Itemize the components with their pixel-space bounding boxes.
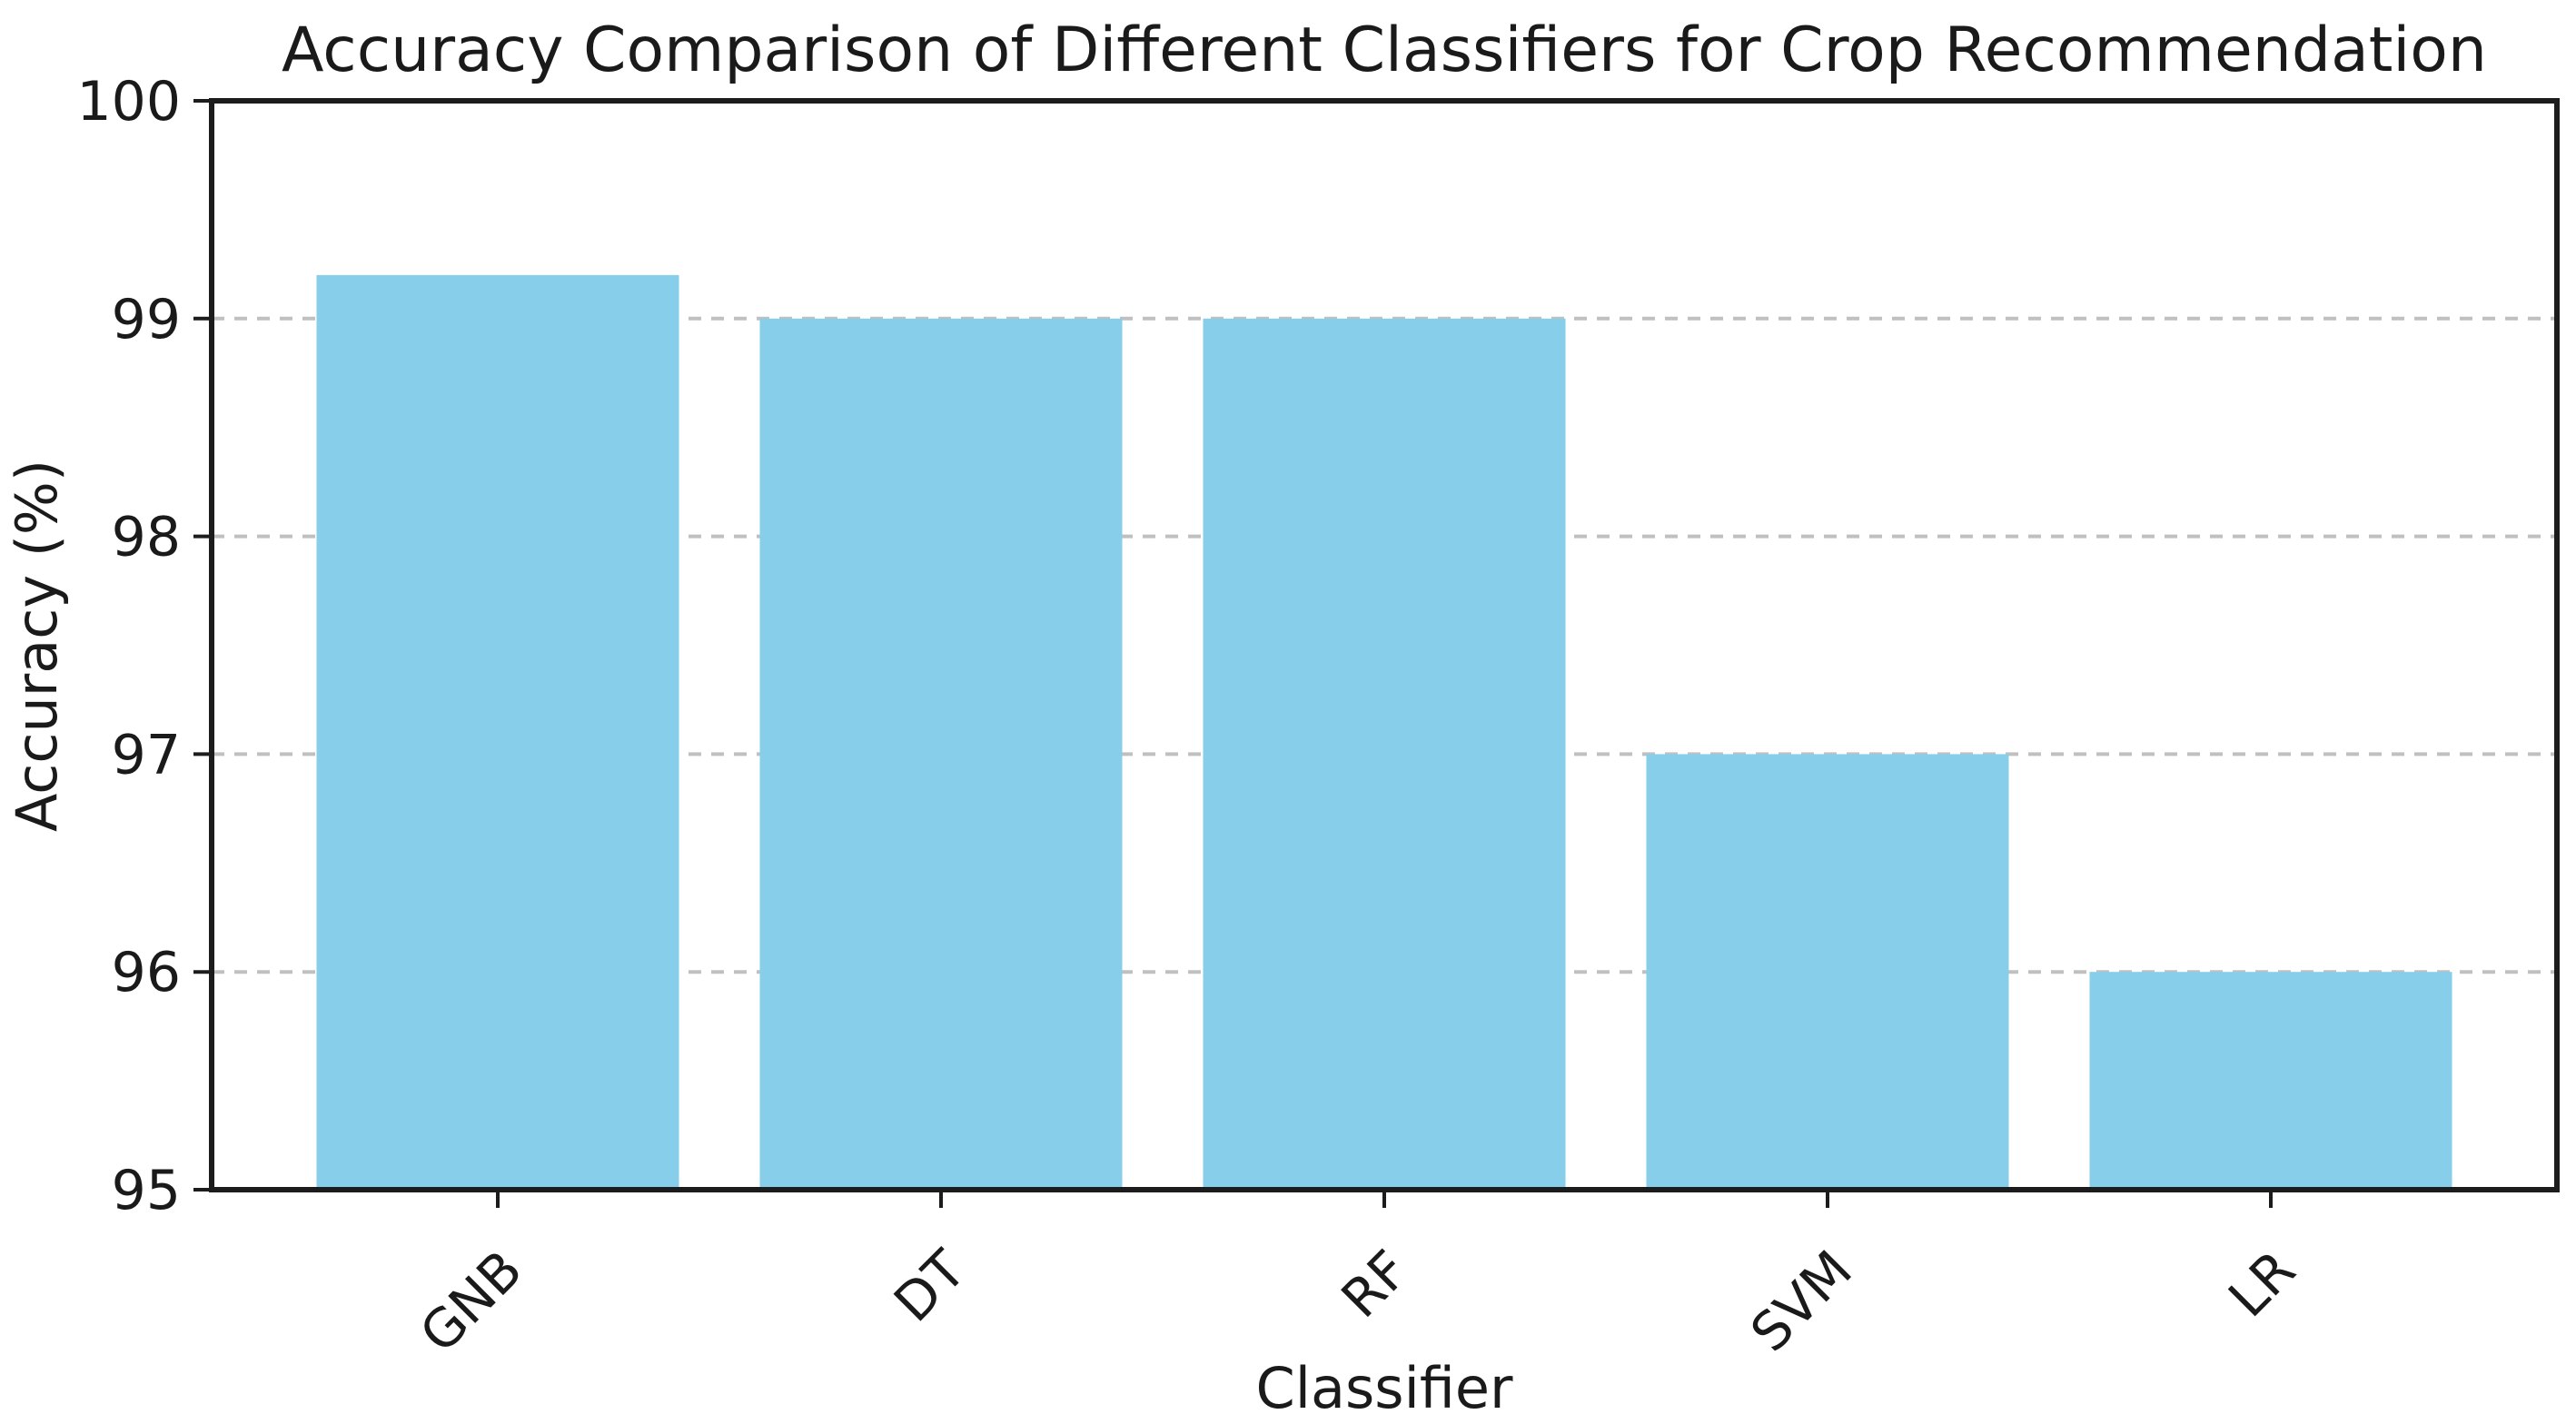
- x-axis-label: Classifier: [1255, 1355, 1513, 1421]
- x-tick-label-SVM: SVM: [1739, 1239, 1864, 1364]
- x-tick-label-RF: RF: [1330, 1239, 1421, 1330]
- y-tick-label-97: 97: [112, 723, 181, 786]
- y-axis-label: Accuracy (%): [4, 460, 70, 832]
- bar-SVM: [1646, 754, 2009, 1190]
- y-tick-label-100: 100: [76, 70, 181, 134]
- bar-DT: [759, 318, 1123, 1190]
- x-tick-label-GNB: GNB: [408, 1239, 534, 1365]
- y-tick-label-95: 95: [112, 1159, 181, 1222]
- y-tick-label-99: 99: [112, 288, 181, 351]
- x-axis-ticks: GNB DT RF SVM LR: [408, 1190, 2307, 1364]
- x-tick-label-LR: LR: [2216, 1239, 2306, 1329]
- bar-LR: [2089, 972, 2452, 1190]
- y-axis-ticks: 95 96 97 98 99 100: [76, 70, 212, 1222]
- x-tick-label-DT: DT: [882, 1238, 977, 1333]
- chart-title: Accuracy Comparison of Different Classif…: [282, 15, 2487, 86]
- bar-RF: [1203, 318, 1566, 1190]
- bars-group: [316, 274, 2452, 1191]
- y-tick-label-98: 98: [112, 506, 181, 569]
- y-tick-label-96: 96: [112, 941, 181, 1004]
- bar-GNB: [316, 274, 679, 1191]
